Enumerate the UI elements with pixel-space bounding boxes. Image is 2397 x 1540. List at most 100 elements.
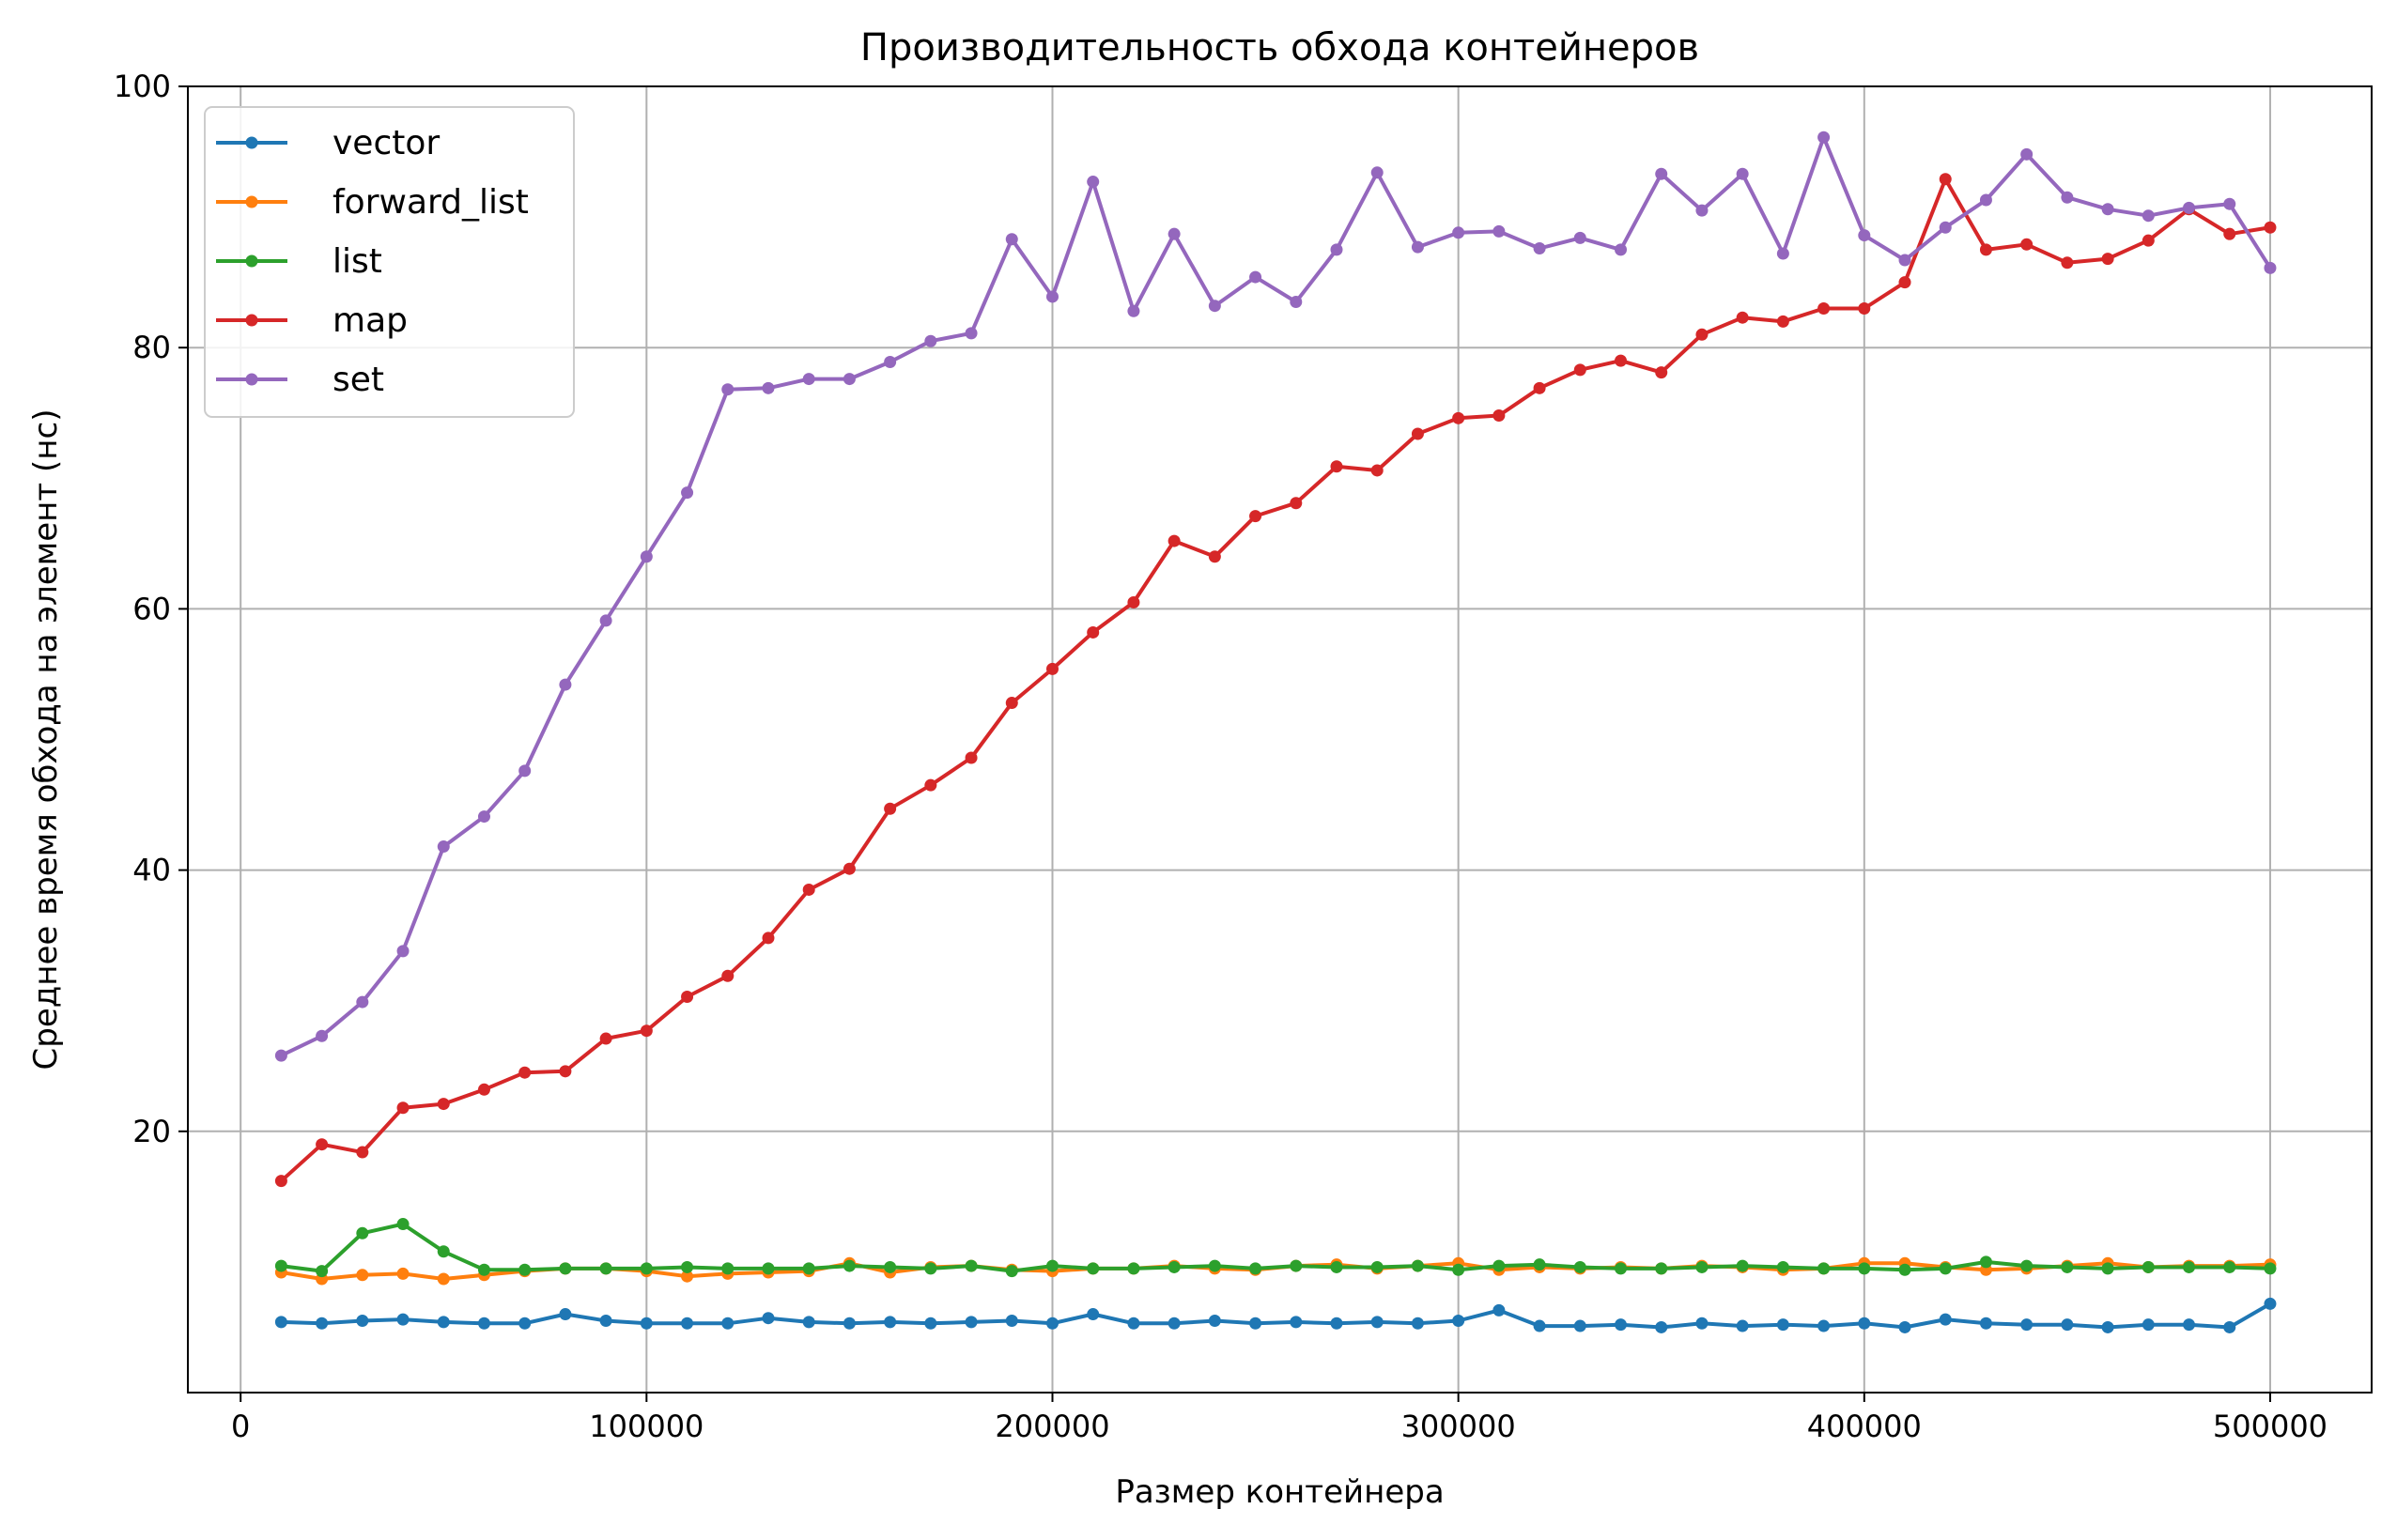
- data-point-map: [1736, 311, 1749, 324]
- data-point-list: [1979, 1255, 1992, 1269]
- series-layer: [274, 131, 2277, 1333]
- legend-label-list: list: [332, 242, 382, 281]
- data-point-list: [356, 1226, 369, 1240]
- data-point-map: [274, 1175, 287, 1188]
- data-point-vector: [1655, 1320, 1668, 1333]
- data-point-map: [2142, 234, 2155, 247]
- data-point-vector: [762, 1312, 775, 1325]
- data-point-list: [437, 1245, 450, 1258]
- data-point-set: [1533, 241, 1546, 254]
- data-point-map: [1087, 625, 1100, 639]
- data-point-list: [965, 1259, 978, 1272]
- data-point-map: [1168, 534, 1181, 547]
- data-point-set: [1290, 296, 1303, 309]
- data-point-map: [1898, 276, 1911, 289]
- data-point-vector: [1087, 1308, 1100, 1321]
- data-point-set: [640, 550, 653, 563]
- data-point-set: [762, 381, 775, 394]
- data-point-list: [721, 1262, 735, 1275]
- data-point-map: [2061, 256, 2074, 270]
- data-point-set: [2264, 261, 2277, 274]
- data-point-vector: [721, 1317, 735, 1330]
- data-point-vector: [924, 1317, 937, 1330]
- data-point-vector: [1979, 1317, 1992, 1330]
- data-point-list: [884, 1260, 897, 1273]
- data-point-map: [1411, 427, 1424, 440]
- data-point-vector: [1045, 1317, 1059, 1330]
- data-point-vector: [1370, 1316, 1384, 1329]
- data-point-vector: [1249, 1317, 1262, 1330]
- data-point-list: [1208, 1259, 1221, 1272]
- data-point-list: [1370, 1260, 1384, 1273]
- data-point-list: [1615, 1262, 1628, 1275]
- data-point-map: [802, 883, 815, 896]
- data-point-list: [518, 1263, 532, 1276]
- data-point-set: [1695, 204, 1709, 217]
- data-point-set: [599, 614, 612, 627]
- data-point-set: [1087, 176, 1100, 189]
- data-point-map: [965, 751, 978, 764]
- data-point-set: [1127, 304, 1140, 317]
- plot-frame: [187, 85, 2373, 1394]
- data-point-map: [1208, 550, 1221, 563]
- series-line-list: [281, 1222, 2271, 1273]
- data-point-vector: [1736, 1319, 1749, 1332]
- x-tick-label: 200000: [995, 1409, 1109, 1444]
- data-point-list: [1655, 1262, 1668, 1275]
- data-point-vector: [2020, 1318, 2034, 1332]
- data-point-map: [924, 778, 937, 792]
- data-point-set: [1939, 221, 1952, 234]
- data-point-list: [1736, 1259, 1749, 1272]
- data-point-list: [802, 1262, 815, 1275]
- data-point-list: [1087, 1262, 1100, 1275]
- data-point-vector: [1492, 1303, 1506, 1317]
- x-tick-label: 300000: [1401, 1409, 1516, 1444]
- data-point-forward-list: [396, 1267, 410, 1280]
- y-tick-label: 80: [132, 330, 171, 365]
- x-tick-label: 0: [231, 1409, 250, 1444]
- data-point-vector: [884, 1316, 897, 1329]
- series-list: [274, 1218, 2277, 1278]
- data-point-list: [316, 1265, 329, 1278]
- data-point-set: [721, 383, 735, 396]
- data-point-list: [1817, 1262, 1831, 1275]
- series-line-vector: [281, 1301, 2272, 1330]
- data-point-set: [1979, 193, 1992, 207]
- data-point-set: [884, 356, 897, 369]
- data-point-list: [477, 1263, 490, 1276]
- series-set: [274, 131, 2277, 1062]
- data-point-map: [1817, 301, 1831, 315]
- data-point-vector: [2142, 1318, 2155, 1332]
- data-point-set: [2223, 197, 2236, 210]
- data-point-set: [1573, 231, 1586, 244]
- data-point-vector: [1898, 1320, 1911, 1333]
- data-point-map: [396, 1101, 410, 1115]
- data-point-set: [965, 327, 978, 340]
- data-point-set: [1208, 300, 1221, 313]
- series-line-map: [280, 177, 2271, 1183]
- data-point-vector: [1290, 1316, 1303, 1329]
- data-point-map: [1290, 497, 1303, 510]
- data-point-vector: [640, 1317, 653, 1330]
- data-point-list: [1776, 1260, 1789, 1273]
- data-point-vector: [1452, 1314, 1465, 1327]
- data-point-vector: [1573, 1319, 1586, 1332]
- data-point-list: [2183, 1260, 2196, 1273]
- data-point-vector: [1127, 1317, 1140, 1330]
- data-point-forward-list: [356, 1269, 369, 1282]
- series-vector: [274, 1297, 2277, 1333]
- y-tick-label: 100: [114, 69, 171, 104]
- data-point-map: [1452, 411, 1465, 424]
- data-point-list: [1045, 1259, 1059, 1272]
- data-point-list: [1005, 1265, 1018, 1278]
- data-point-map: [437, 1098, 450, 1111]
- data-point-set: [1615, 243, 1628, 256]
- data-point-map: [599, 1032, 612, 1045]
- data-point-vector: [2223, 1320, 2236, 1333]
- data-point-map: [477, 1083, 490, 1096]
- data-point-list: [599, 1262, 612, 1275]
- data-point-list: [274, 1259, 287, 1272]
- data-point-set: [437, 840, 450, 854]
- data-point-map: [1249, 510, 1262, 523]
